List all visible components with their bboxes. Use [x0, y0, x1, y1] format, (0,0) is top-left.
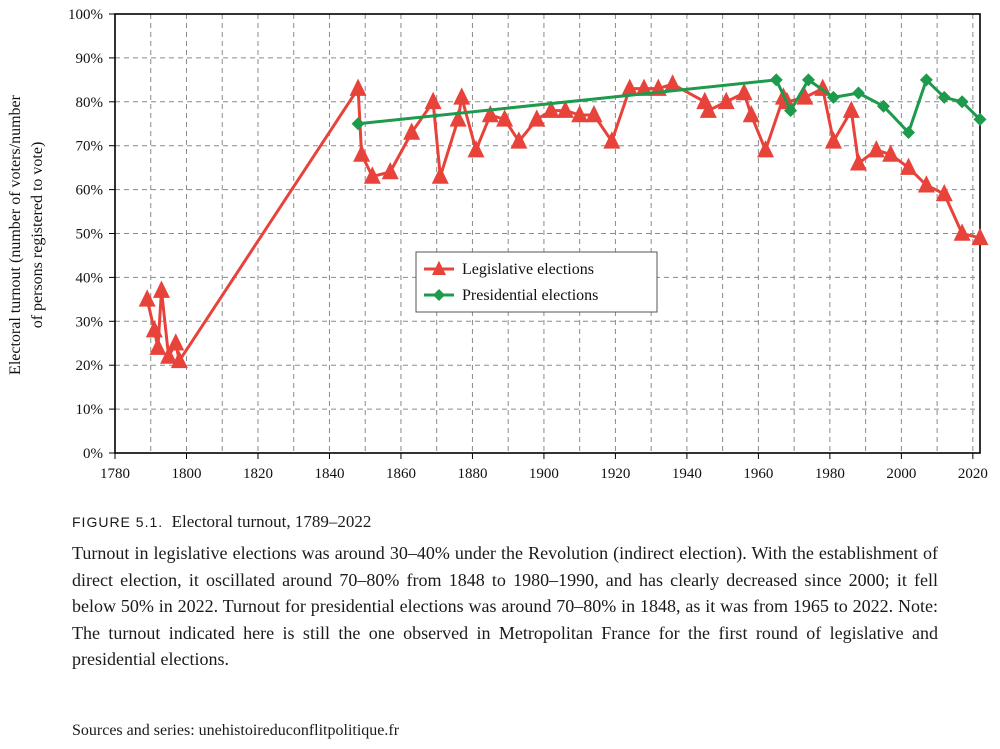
legislative-point [424, 91, 442, 110]
legislative-point [453, 87, 471, 105]
y-tick-label: 100% [68, 7, 103, 23]
figure-description: Turnout in legislative elections was aro… [72, 543, 938, 669]
legislative-point [635, 78, 653, 96]
figure-title: FIGURE 5.1. Electoral turnout, 1789–2022 [72, 512, 938, 532]
presidential-point [851, 86, 865, 100]
legislative-point [757, 140, 775, 158]
legislative-point [431, 166, 449, 184]
y-axis-label-line1: Electoral turnout (number of voters/numb… [7, 94, 24, 375]
presidential-point [801, 73, 815, 87]
x-tick-label: 1920 [600, 466, 630, 482]
chart-legend: Legislative elections Presidential electi… [415, 251, 658, 313]
y-tick-label: 20% [76, 358, 104, 374]
legend-presidential-marker [433, 289, 445, 301]
presidential-point [826, 90, 840, 104]
legislative-point [467, 140, 485, 158]
legislative-point [152, 280, 170, 298]
y-tick-label: 80% [76, 95, 104, 111]
presidential-point [955, 95, 969, 109]
y-tick-label: 60% [76, 183, 104, 199]
x-tick-label: 1860 [386, 466, 416, 482]
x-tick-label: 1840 [314, 466, 344, 482]
legislative-series-line [145, 82, 981, 363]
legend-presidential-label: Presidential elections [462, 287, 598, 304]
legislative-point [867, 140, 885, 158]
y-tick-label: 70% [76, 139, 104, 155]
legislative-point [167, 333, 185, 351]
legislative-point [882, 144, 900, 162]
chart-axes: 1780 1800 1820 1840 1860 1880 1900 1920 1940 1960… [68, 7, 988, 482]
legislative-point [742, 104, 760, 123]
legislative-point [603, 131, 621, 149]
x-tick-label: 1780 [100, 466, 130, 482]
legislative-point [556, 100, 574, 118]
legislative-point [510, 131, 528, 149]
legislative-point [621, 78, 639, 96]
legislative-point [664, 74, 682, 92]
presidential-point [902, 126, 916, 140]
x-tick-label: 1880 [457, 466, 487, 482]
y-tick-label: 30% [76, 314, 104, 330]
legislative-point [971, 227, 989, 246]
legislative-point [900, 157, 918, 175]
presidential-point [769, 73, 783, 87]
turnout-chart: 1780 1800 1820 1840 1860 1880 1900 1920 1940 1960… [7, 7, 989, 482]
legend-legislative-marker [432, 260, 446, 275]
legislative-point [542, 100, 560, 118]
figure-label: FIGURE 5.1. [72, 514, 164, 530]
presidential-point [351, 117, 365, 131]
legislative-point [481, 104, 499, 123]
y-tick-label: 50% [76, 227, 104, 243]
legislative-point [824, 131, 842, 149]
legislative-point [849, 153, 867, 171]
presidential-point [973, 112, 987, 126]
legislative-point [160, 346, 178, 364]
legislative-point [585, 104, 603, 123]
legislative-point [449, 109, 467, 127]
legislative-point [496, 109, 514, 127]
x-tick-label: 1900 [529, 466, 559, 482]
legislative-point [735, 83, 753, 101]
legislative-point [149, 337, 167, 355]
x-tick-label: 1940 [672, 466, 702, 482]
x-tick-label: 2020 [958, 466, 988, 482]
y-tick-label: 0% [83, 446, 103, 462]
x-tick-label: 1980 [815, 466, 845, 482]
figure-sources: Sources and series: unehistoireduconflit… [72, 722, 400, 739]
legislative-point [170, 350, 188, 369]
figure-title-text: Electoral turnout, 1789–2022 [171, 512, 372, 531]
legislative-point [953, 223, 971, 241]
legislative-point [381, 162, 399, 180]
chart-grid [115, 14, 980, 453]
legislative-point [528, 109, 546, 127]
legislative-point [842, 100, 860, 118]
legislative-point [571, 104, 589, 123]
y-tick-label: 10% [76, 402, 104, 418]
legislative-point [935, 183, 953, 202]
presidential-point [937, 90, 951, 104]
legislative-point [349, 78, 367, 96]
presidential-point [919, 73, 933, 87]
legislative-point [717, 91, 735, 110]
legend-legislative-label: Legislative elections [462, 261, 594, 278]
presidential-point [876, 99, 890, 113]
x-tick-label: 1960 [743, 466, 773, 482]
legislative-point [917, 175, 935, 193]
y-tick-label: 90% [76, 51, 104, 67]
legislative-point [699, 100, 717, 118]
x-tick-label: 1800 [171, 466, 201, 482]
legend-box [415, 251, 658, 313]
legislative-point [353, 144, 371, 162]
y-axis-label-line2: of persons registered to vote) [29, 142, 46, 329]
presidential-point [784, 104, 798, 118]
x-tick-label: 2000 [886, 466, 916, 482]
y-tick-label: 40% [76, 270, 104, 286]
legislative-point [403, 122, 421, 140]
legislative-point [363, 166, 381, 184]
legislative-point [138, 289, 156, 307]
legislative-point [796, 87, 814, 105]
legislative-point [145, 320, 163, 338]
chart-series [138, 73, 989, 369]
x-tick-label: 1820 [243, 466, 273, 482]
